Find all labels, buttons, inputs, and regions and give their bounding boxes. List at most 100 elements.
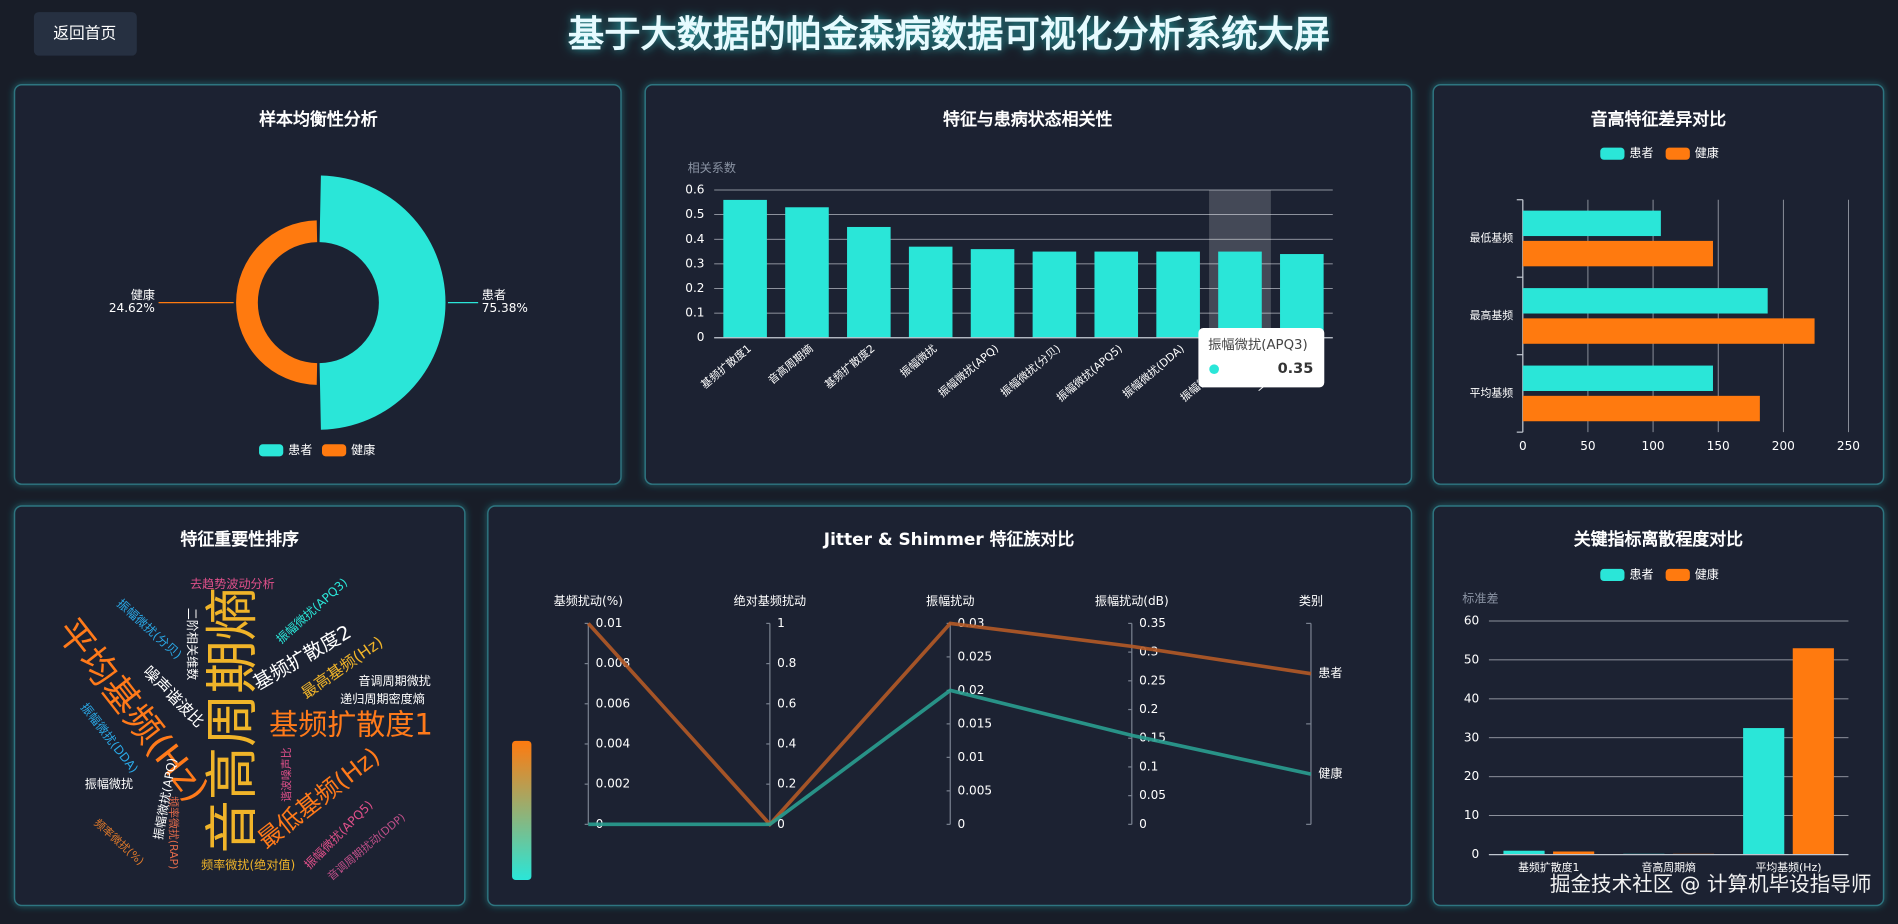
- bar: [1094, 251, 1139, 338]
- bar: [970, 249, 1015, 338]
- legend-swatch: [1600, 147, 1625, 160]
- y-tick-label: 40: [1464, 691, 1479, 705]
- axis-tick-label: 0.2: [1139, 702, 1158, 716]
- legend-label: 患者: [1629, 146, 1653, 160]
- y-tick-label: 50: [1464, 652, 1479, 666]
- axis-name: 类别: [1299, 594, 1323, 608]
- legend-swatch: [1665, 147, 1690, 160]
- axis-tick-label: 0: [777, 817, 785, 831]
- x-tick-label: 200: [1772, 439, 1795, 453]
- bar: [1522, 288, 1768, 314]
- y-tick-label: 10: [1464, 808, 1479, 822]
- bar: [723, 199, 767, 338]
- axis-tick-label: 0.015: [958, 716, 993, 730]
- pie-sector: [236, 220, 318, 385]
- y-tick-label: 0.2: [685, 281, 704, 295]
- y-tick-label: 0.4: [685, 232, 705, 246]
- word: 谐波噪声比: [279, 747, 293, 801]
- chart-title: 特征重要性排序: [180, 529, 299, 549]
- x-tick-label: 150: [1707, 439, 1730, 453]
- y-tick-label: 0.3: [685, 256, 704, 270]
- y-axis-name: 相关系数: [688, 160, 736, 175]
- bar: [1522, 240, 1713, 267]
- axis-tick-label: 0.1: [1139, 759, 1158, 773]
- chart-title: 样本均衡性分析: [259, 109, 378, 129]
- legend-label: 健康: [351, 442, 375, 457]
- legend-swatch: [321, 444, 347, 457]
- x-tick-label: 250: [1837, 439, 1860, 453]
- tooltip-dot: [1209, 364, 1219, 375]
- word: 基频扩散度1: [269, 707, 433, 741]
- bar: [908, 246, 953, 338]
- back-button-label[interactable]: 返回首页: [53, 23, 116, 42]
- axis-name: 振幅扰动(dB): [1095, 593, 1169, 608]
- y-tick-label: 0: [1472, 847, 1480, 861]
- bar: [1522, 210, 1661, 237]
- axis-tick-label: 0: [958, 817, 966, 831]
- word: 音高周期熵: [202, 587, 264, 853]
- visual-map: [512, 740, 532, 881]
- chart-title: 关键指标离散程度对比: [1574, 529, 1743, 549]
- y-tick-label: 最高基频: [1470, 308, 1514, 322]
- chart-title: 音高特征差异对比: [1591, 109, 1727, 129]
- bar: [1032, 251, 1077, 338]
- back-button[interactable]: [33, 12, 137, 56]
- bar: [1522, 365, 1713, 391]
- word: 音调周期微扰: [358, 673, 431, 688]
- word: 去趋势波动分析: [190, 577, 275, 591]
- axis-tick-label: 0.4: [777, 736, 797, 750]
- pie-label: 健康: [131, 287, 155, 302]
- x-tick-label: 0: [1519, 439, 1527, 453]
- pie-value-label: 75.38%: [482, 301, 528, 315]
- axis-tick-label: 0.6: [777, 696, 796, 710]
- legend-label: 健康: [1695, 145, 1719, 160]
- pie-label: 患者: [482, 288, 506, 302]
- panel: [13, 84, 622, 485]
- axis-tick-label: 0.2: [777, 777, 796, 791]
- x-tick-label: 50: [1580, 439, 1595, 453]
- legend-label: 患者: [1629, 567, 1653, 581]
- x-tick-label: 基频扩散度1: [1518, 860, 1579, 874]
- bar: [1792, 648, 1834, 855]
- parallel-line: [588, 688, 1312, 827]
- bar: [1553, 851, 1595, 855]
- bar: [1522, 395, 1760, 422]
- axis-tick-label: 0.005: [958, 783, 993, 797]
- bar: [1503, 850, 1545, 855]
- legend-label: 患者: [288, 443, 312, 457]
- chart-title: Jitter & Shimmer 特征族对比: [823, 529, 1075, 549]
- pie-sector: [319, 175, 446, 430]
- axis-tick-label: 0.35: [1139, 616, 1166, 630]
- axis-category-label: 患者: [1318, 666, 1342, 680]
- word: 递归周期密度熵: [340, 691, 425, 706]
- tooltip: [1198, 328, 1325, 388]
- axis-tick-label: 0.025: [958, 649, 993, 663]
- bar: [1280, 254, 1324, 338]
- x-tick-label: 平均基频(Hz): [1756, 860, 1822, 874]
- word: 振幅微扰: [85, 776, 133, 791]
- bar: [1156, 251, 1200, 338]
- y-tick-label: 0.1: [685, 306, 704, 320]
- tooltip-category: 振幅微扰(APQ3): [1208, 337, 1308, 353]
- legend-swatch: [1600, 568, 1625, 582]
- bar: [1743, 728, 1785, 855]
- axis-tick-label: 0.8: [777, 656, 796, 670]
- axis-tick-label: 0: [1139, 817, 1147, 831]
- panel: [1432, 84, 1885, 485]
- axis-tick-label: 0.01: [596, 616, 623, 630]
- x-tick-label: 音高周期熵: [1641, 860, 1695, 874]
- axis-name: 振幅扰动: [926, 593, 974, 608]
- legend-swatch: [1665, 568, 1690, 582]
- axis-tick-label: 1: [777, 616, 785, 630]
- word: 频率微扰(绝对值): [201, 857, 295, 872]
- word: 二阶相关维数: [185, 608, 200, 681]
- layout: 返回首页 基于大数据的帕金森病数据可视化分析系统大屏 样本均衡性分析患者75.3…: [13, 12, 1885, 907]
- axis-tick-label: 0.002: [596, 777, 631, 791]
- y-tick-label: 60: [1464, 613, 1479, 627]
- axis-category-label: 健康: [1318, 766, 1342, 781]
- y-tick-label: 0.6: [685, 183, 704, 197]
- legend-label: 健康: [1695, 566, 1719, 581]
- axis-name: 基频扰动(%): [554, 594, 623, 608]
- axis-tick-label: 0.006: [596, 696, 631, 710]
